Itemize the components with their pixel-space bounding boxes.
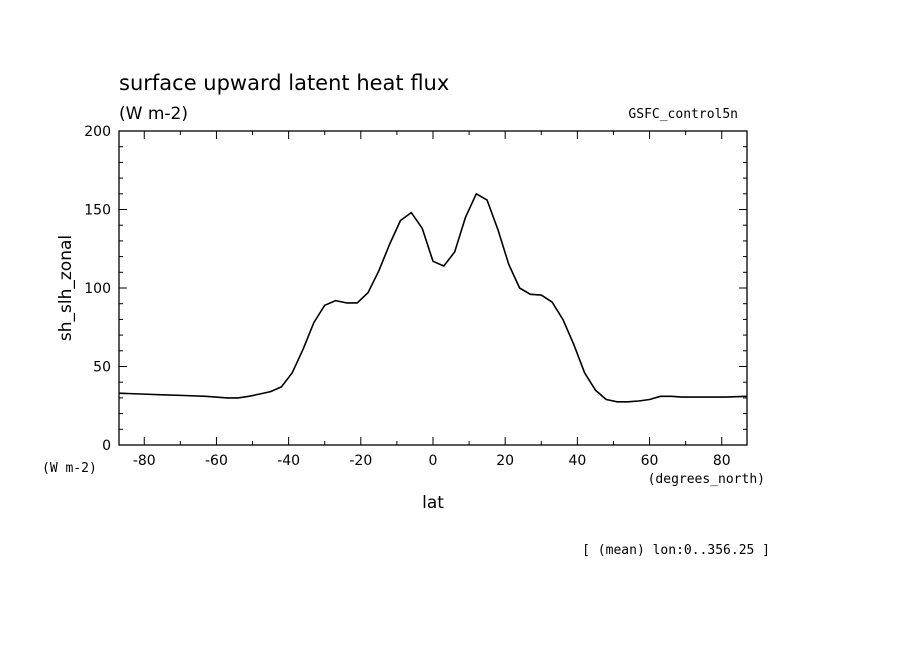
y-tick-label: 150 xyxy=(84,203,111,219)
x-tick-label: 40 xyxy=(568,453,586,469)
chart-units: (W m-2) xyxy=(119,104,188,124)
x-axis-label: lat xyxy=(422,493,444,513)
y-axis-units: (W m-2) xyxy=(42,461,97,476)
ticks: -80 -60 -40 -20 0 20 40 60 80 0 50 100 150 200 xyxy=(84,124,747,469)
series xyxy=(118,193,748,403)
y-tick-label: 0 xyxy=(102,438,111,454)
x-tick-label: 0 xyxy=(429,453,438,469)
x-tick-label: -80 xyxy=(133,453,156,469)
y-tick-label: 200 xyxy=(84,124,111,140)
x-tick-label: 80 xyxy=(713,453,731,469)
x-tick-label: 60 xyxy=(641,453,659,469)
x-tick-label: 20 xyxy=(496,453,514,469)
chart-title: surface upward latent heat flux xyxy=(119,71,449,95)
y-axis-label: sh_slh_zonal xyxy=(56,235,76,341)
dataset-label: GSFC_control5n xyxy=(628,107,738,122)
y-tick-label: 50 xyxy=(93,360,111,376)
x-tick-label: -40 xyxy=(277,453,300,469)
series-line xyxy=(118,193,748,403)
x-axis-units: (degrees_north) xyxy=(648,472,765,487)
x-tick-label: -20 xyxy=(349,453,372,469)
footnote: [ (mean) lon:0..356.25 ] xyxy=(582,543,770,558)
y-tick-label: 100 xyxy=(84,281,111,297)
x-tick-label: -60 xyxy=(205,453,228,469)
